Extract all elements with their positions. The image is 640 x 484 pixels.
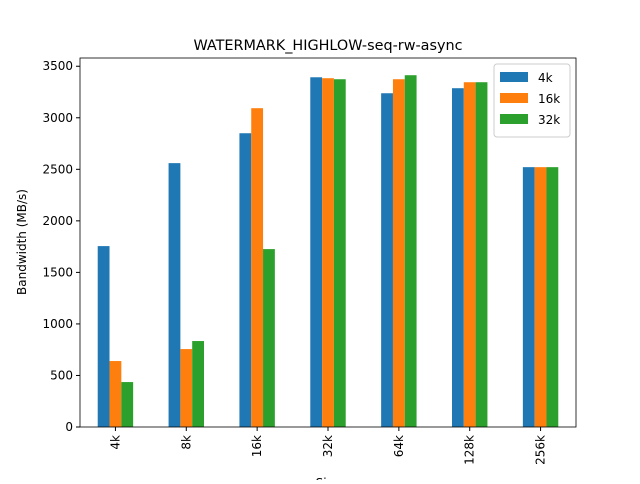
bar: [251, 108, 264, 428]
x-axis-label: Size: [316, 476, 341, 480]
bar: [192, 341, 204, 427]
x-tick-label: 16k: [250, 435, 264, 457]
legend-label: 4k: [538, 71, 553, 85]
legend-label: 16k: [538, 92, 560, 106]
bar: [180, 349, 193, 427]
plot-frame: [79, 57, 577, 428]
x-tick-label: 4k: [108, 435, 122, 450]
x-tick-label: 64k: [392, 435, 406, 457]
x-tick-label: 128k: [463, 435, 477, 465]
legend-label: 32k: [538, 113, 560, 127]
y-axis-label: Bandwidth (MB/s): [15, 189, 29, 295]
bar: [404, 75, 417, 427]
y-tick-label: 500: [50, 368, 73, 382]
bar: [239, 133, 252, 427]
legend-swatch: [500, 93, 528, 103]
bar: [322, 78, 334, 427]
x-tick-label: 8k: [179, 435, 193, 450]
x-tick-label: 256k: [534, 435, 548, 465]
bar: [168, 163, 181, 427]
y-tick-label: 1000: [42, 317, 73, 331]
bar: [463, 82, 476, 427]
y-tick-label: 0: [65, 420, 73, 434]
bar: [109, 361, 122, 427]
bar: [310, 77, 323, 427]
bar: [97, 246, 110, 427]
y-tick-label: 2000: [42, 214, 73, 228]
chart-title: WATERMARK_HIGHLOW-seq-rw-async: [193, 38, 462, 54]
bar: [333, 79, 346, 427]
bar: [121, 382, 134, 427]
legend-swatch: [500, 114, 528, 124]
x-tick-label: 32k: [321, 435, 335, 457]
y-tick-label: 2500: [42, 162, 73, 176]
bar: [381, 93, 393, 427]
bar: [475, 82, 488, 427]
bar: [392, 79, 405, 427]
bar: [546, 167, 559, 427]
legend: 4k 16k 32k: [493, 63, 571, 138]
bar: [263, 249, 275, 427]
bar: [534, 167, 547, 427]
bar: [452, 88, 464, 427]
bar: [522, 167, 535, 427]
y-tick-label: 3000: [42, 111, 73, 125]
legend-swatch: [500, 72, 528, 82]
y-tick-label: 1500: [42, 265, 73, 279]
y-tick-label: 3500: [42, 59, 73, 73]
